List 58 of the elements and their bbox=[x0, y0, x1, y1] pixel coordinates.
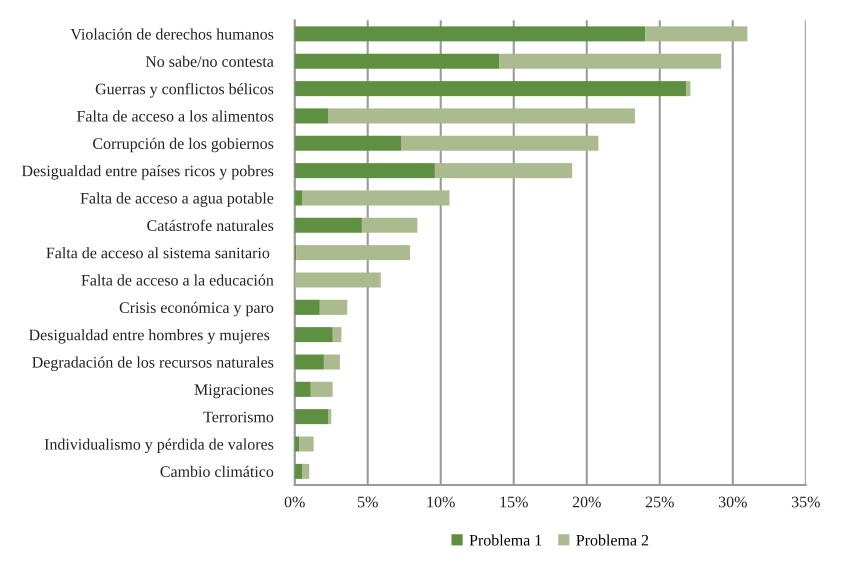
bar bbox=[499, 54, 722, 69]
y-tick-label: Falta de acceso a la educación bbox=[81, 274, 274, 286]
y-tick-label: No sabe/no contesta bbox=[146, 56, 274, 67]
y-tick-label: Corrupción de los gobiernos bbox=[93, 138, 274, 152]
bar bbox=[401, 136, 598, 151]
y-tick-label: Migraciones bbox=[194, 384, 274, 398]
x-tick-label: 15% bbox=[500, 496, 528, 508]
bar bbox=[294, 464, 302, 479]
x-tick-label: 10% bbox=[427, 496, 455, 508]
bar bbox=[686, 81, 690, 96]
legend-label: Problema 2 bbox=[576, 534, 648, 546]
bar bbox=[434, 163, 572, 178]
bar bbox=[320, 300, 348, 315]
y-tick-label: Guerras y conflictos bélicos bbox=[96, 82, 274, 98]
bar bbox=[294, 163, 435, 178]
bar bbox=[294, 382, 311, 397]
bar bbox=[294, 354, 324, 370]
x-tick-label: 5% bbox=[358, 496, 378, 508]
bar bbox=[294, 218, 362, 233]
bar bbox=[294, 81, 686, 96]
bar bbox=[294, 327, 333, 342]
bar bbox=[302, 464, 310, 479]
bar bbox=[294, 300, 320, 315]
y-tick-label: Catástrofe naturales bbox=[147, 220, 274, 231]
bar bbox=[362, 218, 418, 233]
bar bbox=[324, 354, 340, 370]
y-tick-label: Cambio climático bbox=[160, 466, 274, 478]
bar bbox=[294, 272, 381, 288]
y-tick-label: Degradación de los recursos naturales bbox=[32, 356, 274, 371]
bar bbox=[310, 382, 333, 397]
y-tick-label: Crisis económica y paro bbox=[120, 302, 274, 316]
bar bbox=[294, 190, 302, 206]
x-tick-label: 35% bbox=[792, 496, 820, 508]
y-tick-label: Falta de acceso a los alimentos bbox=[76, 110, 274, 122]
bar bbox=[294, 108, 328, 124]
bar bbox=[296, 245, 410, 260]
y-tick-label: Desigualdad entre hombres y mujeres bbox=[29, 329, 270, 344]
bar bbox=[294, 26, 646, 42]
y-tick-label: Violación de derechos humanos bbox=[70, 28, 274, 40]
legend-label: Problema 1 bbox=[470, 534, 542, 546]
y-tick-label: Falta de acceso a agua potable bbox=[80, 192, 274, 207]
bar bbox=[294, 136, 402, 151]
y-tick-label: Falta de acceso al sistema sanitario bbox=[46, 247, 270, 258]
y-tick-label: Desigualdad entre países ricos y pobres bbox=[22, 165, 274, 180]
x-tick-label: 25% bbox=[646, 496, 674, 508]
bar bbox=[645, 26, 748, 42]
bar bbox=[302, 190, 450, 206]
bar bbox=[328, 108, 635, 124]
y-tick-label: Terrorismo bbox=[203, 412, 274, 422]
x-tick-label: 0% bbox=[284, 496, 305, 508]
bar bbox=[294, 54, 500, 69]
y-tick-label: Individualismo y pérdida de valores bbox=[44, 438, 274, 453]
bar bbox=[294, 409, 328, 424]
x-tick-label: 20% bbox=[572, 496, 601, 508]
bar bbox=[332, 327, 342, 342]
bar bbox=[294, 436, 300, 452]
bar bbox=[299, 436, 314, 452]
x-tick-label: 30% bbox=[718, 496, 747, 508]
